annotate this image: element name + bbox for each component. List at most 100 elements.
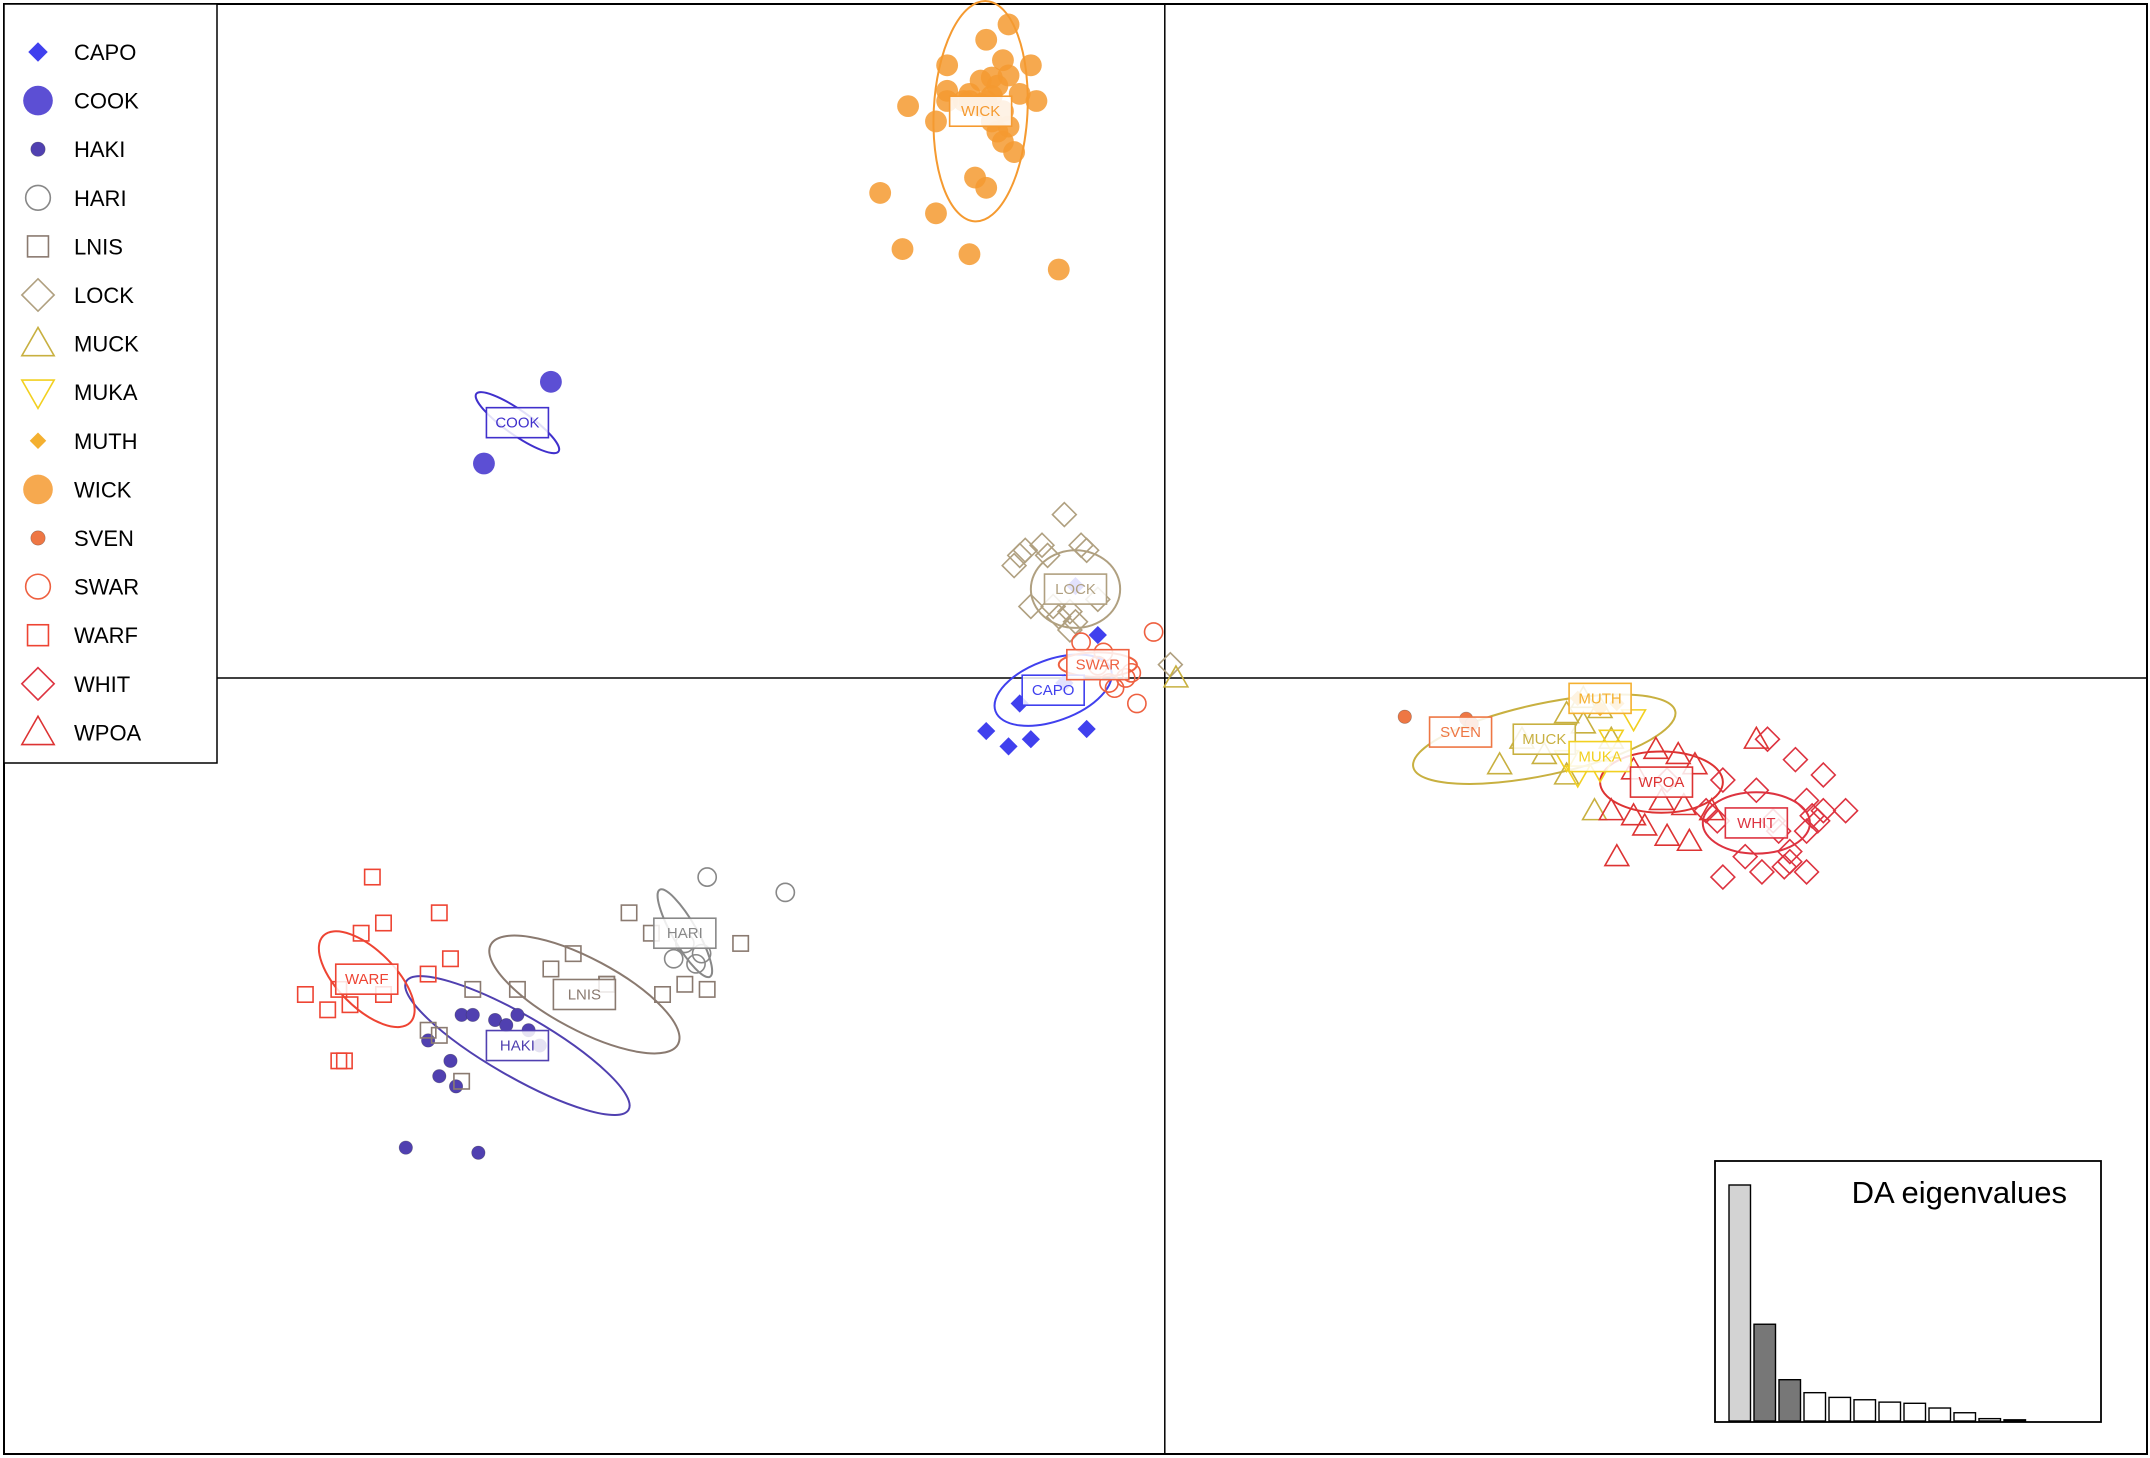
eigenvalue-bar xyxy=(1903,1402,1927,1422)
eigenvalue-bar xyxy=(1728,1184,1752,1422)
legend-item-whit: WHIT xyxy=(20,666,130,702)
point-wpoa xyxy=(1698,797,1725,821)
point-capo xyxy=(999,737,1018,756)
point-warf xyxy=(363,868,381,886)
group-label-text-sven: SVEN xyxy=(1440,724,1481,741)
group-label-sven: SVEN xyxy=(1428,716,1493,748)
legend-label-lock: LOCK xyxy=(74,283,134,308)
legend-label-lnis: LNIS xyxy=(74,234,123,259)
group-label-wick: WICK xyxy=(948,95,1013,128)
legend-marker-lock xyxy=(20,277,56,313)
group-label-cook: COOK xyxy=(485,406,550,439)
legend-item-muth: MUTH xyxy=(29,429,138,454)
legend-label-whit: WHIT xyxy=(74,672,130,697)
legend-item-wpoa: WPOA xyxy=(20,714,142,746)
legend-label-wpoa: WPOA xyxy=(74,720,142,745)
point-capo xyxy=(1021,730,1040,749)
point-haki xyxy=(465,1007,480,1022)
legend-item-lock: LOCK xyxy=(20,277,134,313)
point-wick xyxy=(997,13,1020,36)
point-haki xyxy=(488,1013,503,1028)
legend-item-swar: SWAR xyxy=(24,573,139,600)
legend-item-haki: HAKI xyxy=(30,137,125,162)
group-label-swar: SWAR xyxy=(1066,648,1130,681)
point-warf xyxy=(341,996,359,1014)
ellipse-lnis xyxy=(488,934,681,1055)
point-haki xyxy=(449,1079,464,1094)
point-wick xyxy=(925,110,947,133)
eigenvalue-bar xyxy=(1928,1407,1952,1422)
legend-marker-whit xyxy=(20,666,56,702)
point-whit xyxy=(1776,838,1803,865)
point-wpoa xyxy=(1670,792,1698,816)
group-label-text-capo: CAPO xyxy=(1032,682,1075,699)
group-label-text-hari: HARI xyxy=(667,925,703,942)
point-whit xyxy=(1793,818,1820,845)
legend-item-wick: WICK xyxy=(23,474,132,505)
point-muck xyxy=(1570,710,1597,734)
legend-item-hari: HARI xyxy=(24,184,127,211)
eigenvalue-bar xyxy=(2003,1419,2027,1422)
group-label-text-muth: MUTH xyxy=(1578,690,1621,707)
eigenvalue-bar xyxy=(1778,1378,1802,1422)
point-lnis xyxy=(464,980,482,998)
legend: CAPO COOK HAKI HARI LNIS LOCK MUCK MUKA MUTH WICK… xyxy=(3,3,218,764)
group-label-text-lnis: LNIS xyxy=(568,986,601,1003)
point-whit xyxy=(1793,787,1820,814)
group-label-text-wick: WICK xyxy=(961,103,1000,120)
eigenvalue-bar xyxy=(1853,1399,1877,1422)
inset-frame xyxy=(1714,1160,2102,1423)
point-haki xyxy=(421,1033,436,1048)
legend-label-warf: WARF xyxy=(74,623,138,648)
point-wick xyxy=(969,69,992,92)
point-wpoa xyxy=(1676,827,1703,852)
point-wick xyxy=(975,176,998,199)
group-label-muck: MUCK xyxy=(1512,723,1577,756)
group-label-text-cook: COOK xyxy=(495,415,539,432)
point-hari xyxy=(775,882,796,903)
point-warf xyxy=(441,950,459,968)
legend-marker-cook xyxy=(23,85,53,116)
point-wick xyxy=(1008,82,1031,105)
point-wpoa xyxy=(1648,786,1675,811)
point-whit xyxy=(1754,726,1781,753)
point-wick xyxy=(897,95,919,118)
point-wick xyxy=(1019,54,1042,77)
legend-item-warf: WARF xyxy=(26,623,138,648)
point-whit xyxy=(1782,746,1809,773)
legend-label-hari: HARI xyxy=(74,186,127,211)
point-wpoa xyxy=(1681,751,1709,775)
legend-label-haki: HAKI xyxy=(74,137,125,162)
legend-item-cook: COOK xyxy=(23,85,139,116)
point-muck xyxy=(1581,797,1608,821)
point-hari xyxy=(697,867,718,887)
eigenvalue-bar xyxy=(1753,1323,1777,1422)
legend-marker-wpoa xyxy=(20,714,56,746)
point-hari xyxy=(686,953,706,974)
point-wick xyxy=(1003,141,1026,163)
point-wpoa xyxy=(1653,822,1681,846)
point-lock xyxy=(1034,542,1061,569)
eigenvalue-bar xyxy=(1803,1391,1827,1422)
legend-marker-warf xyxy=(26,623,50,647)
group-label-text-haki: HAKI xyxy=(500,1038,535,1055)
point-lnis xyxy=(508,980,526,998)
point-wick xyxy=(925,202,947,225)
group-label-haki: HAKI xyxy=(485,1029,550,1062)
group-label-layer: CAPO COOK HAKI HARI LNIS LOCK MUCK MUKA MUTH WICK… xyxy=(334,95,1789,1062)
point-haki xyxy=(471,1145,486,1160)
legend-marker-swar xyxy=(24,573,52,600)
legend-item-muck: MUCK xyxy=(20,325,139,357)
legend-marker-muth xyxy=(29,432,47,450)
legend-item-sven: SVEN xyxy=(30,526,134,551)
point-lnis xyxy=(564,945,582,963)
point-lnis xyxy=(430,1026,448,1044)
legend-label-capo: CAPO xyxy=(74,40,136,65)
ellipse-muck xyxy=(1412,693,1677,785)
point-whit xyxy=(1793,858,1820,885)
group-label-wpoa: WPOA xyxy=(1629,766,1694,798)
group-label-warf: WARF xyxy=(334,963,399,995)
ellipse-haki xyxy=(404,975,631,1116)
point-swar xyxy=(1143,622,1164,642)
point-haki xyxy=(398,1140,413,1155)
